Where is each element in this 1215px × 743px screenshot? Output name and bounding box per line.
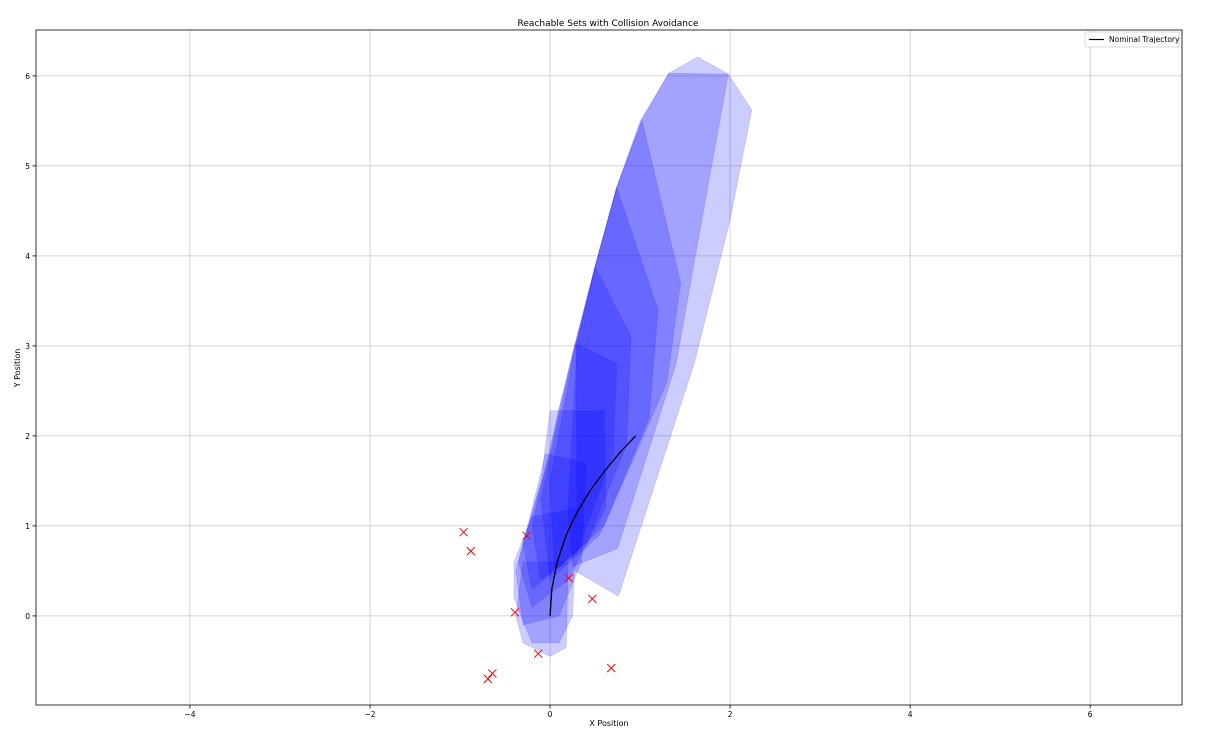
reachable-set-polygon [574,56,753,597]
obstacle-marker [466,546,476,556]
y-tick-label: 5 [25,162,30,171]
obstacle-marker [522,531,531,541]
obstacle-marker [510,607,520,617]
x-axis-label: X Position [589,719,628,728]
obstacle-marker [459,527,468,537]
obstacle-marker [564,573,574,583]
x-tick-label: 6 [1088,710,1093,719]
ticks: −4 −2 0 2 4 6 0 1 2 3 4 5 6 [25,72,1093,719]
y-tick-label: 2 [25,432,30,441]
obstacles [459,527,616,684]
reachable-sets [513,56,753,657]
plot-frame [35,29,1183,706]
x-tick-label: 0 [548,710,553,719]
x-tick-label: 4 [908,710,913,719]
reachable-set-polygon [515,561,569,657]
chart-title: Reachable Sets with Collision Avoidance [518,19,699,29]
grid [36,30,1182,705]
legend: Nominal Trajectory [1084,31,1180,48]
legend-box [1084,31,1180,48]
reachable-set-polygon [540,186,659,581]
x-tick-label: −4 [184,710,195,719]
y-tick-label: 4 [25,252,30,261]
trajectory [549,435,637,616]
y-tick-label: 1 [25,522,30,531]
y-tick-label: 0 [25,612,30,621]
obstacle-marker [483,674,493,684]
obstacle-marker [587,594,597,604]
x-tick-label: −2 [364,710,375,719]
reachable-set-polygon [513,507,578,644]
y-axis-label: Y Position [13,349,22,389]
reachable-set-polygon [531,265,632,581]
obstacle-marker [606,663,616,673]
obstacle-marker [533,649,543,659]
reachable-set-polygon [549,118,681,572]
reachable-set-polygon [518,410,607,608]
legend-label: Nominal Trajectory [1109,35,1180,44]
reachable-set-polygon [515,453,587,626]
y-tick-label: 3 [25,342,30,351]
y-tick-label: 6 [25,72,30,81]
nominal-trajectory-line [549,435,637,616]
x-tick-label: 2 [728,710,733,719]
obstacle-marker [488,669,497,678]
reachable-set-polygon [567,72,729,567]
reachable-set-polygon [522,342,618,590]
